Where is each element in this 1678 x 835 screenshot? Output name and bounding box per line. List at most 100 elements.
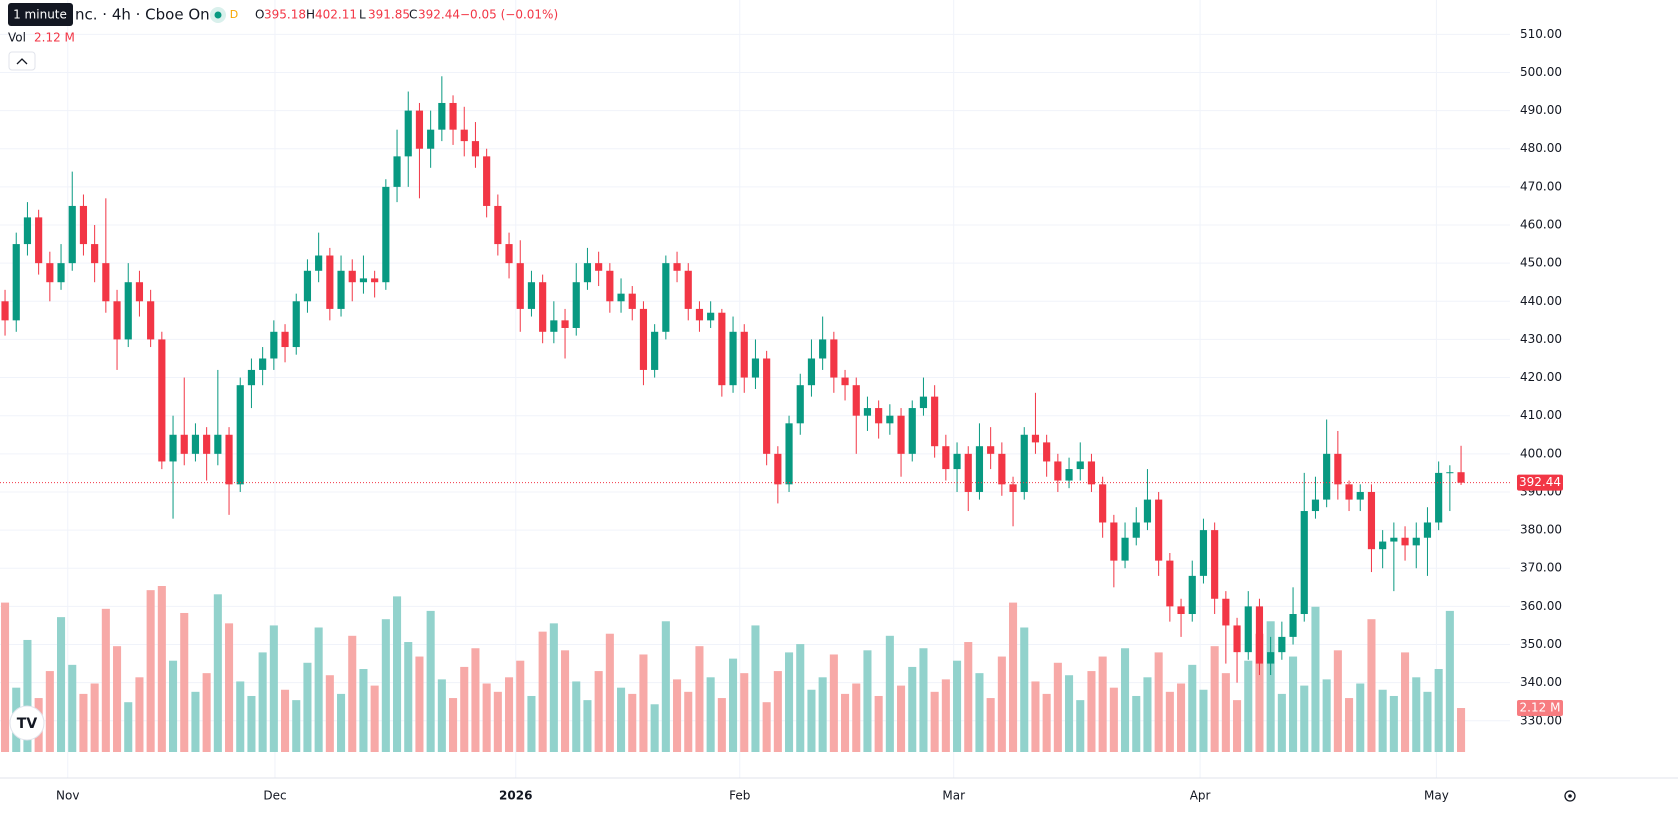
candle-body <box>158 339 166 462</box>
candle-body <box>494 205 502 245</box>
volume-bar <box>986 698 995 752</box>
volume-bar <box>1266 621 1275 752</box>
candle-body <box>1087 461 1096 485</box>
candle-body <box>796 385 804 424</box>
candle-body <box>1155 499 1163 561</box>
volume-bar <box>1121 648 1130 752</box>
y-tick-label: 450.00 <box>1520 256 1562 270</box>
candle-body <box>1446 472 1454 474</box>
volume-bar <box>874 695 883 752</box>
status-dot <box>214 11 222 19</box>
candle-body <box>1390 537 1398 542</box>
volume-bar <box>303 662 312 752</box>
volume-bar <box>493 691 502 752</box>
candle-body <box>247 369 256 386</box>
volume-bar <box>1423 691 1432 752</box>
volume-bar <box>1233 700 1242 752</box>
y-tick-label: 430.00 <box>1520 332 1562 346</box>
candle-body <box>68 205 76 264</box>
candle-body <box>326 255 334 309</box>
candle-body <box>919 396 928 409</box>
x-tick-label: Mar <box>942 789 965 803</box>
volume-bar <box>1367 619 1376 752</box>
settings-icon[interactable] <box>1564 790 1576 802</box>
ohlc-key: H <box>306 8 315 22</box>
volume-bar <box>90 683 99 752</box>
candle-body <box>1009 484 1017 492</box>
volume-bar <box>1143 677 1152 752</box>
y-tick-label: 480.00 <box>1520 141 1562 155</box>
candle-body <box>225 434 233 485</box>
volume-bar <box>337 693 346 752</box>
candle-body <box>1121 537 1129 561</box>
volume-bar <box>393 596 402 752</box>
x-tick-label: Nov <box>56 789 79 803</box>
y-tick-label: 360.00 <box>1520 599 1562 613</box>
candle-body <box>729 331 737 386</box>
candle-body <box>1379 541 1387 550</box>
candle-body <box>1435 472 1443 523</box>
y-tick-label: 350.00 <box>1520 637 1562 651</box>
candle-body <box>673 263 681 271</box>
x-tick-label: 2026 <box>499 789 532 803</box>
volume-bar <box>695 646 704 752</box>
y-tick-label: 400.00 <box>1520 446 1562 460</box>
y-tick-label: 420.00 <box>1520 370 1562 384</box>
candle-body <box>1065 469 1073 481</box>
volume-bar <box>426 610 435 752</box>
candle-body <box>785 423 793 485</box>
candle-body <box>23 217 32 245</box>
candle-body <box>79 205 88 245</box>
volume-bar <box>135 677 144 752</box>
volume-bar <box>169 660 178 752</box>
candle-body <box>91 244 99 264</box>
volume-bar <box>1199 689 1208 752</box>
collapse-button[interactable] <box>8 51 36 71</box>
volume-bar <box>841 693 850 752</box>
volume-bar <box>997 656 1006 752</box>
volume-bar <box>1412 677 1421 752</box>
volume-bar <box>79 693 88 752</box>
candle-body <box>1323 453 1331 500</box>
candle-body <box>270 331 278 359</box>
volume-bar <box>930 691 939 752</box>
candle-body <box>964 453 972 492</box>
volume-bar <box>684 691 693 752</box>
candle-body <box>169 434 177 462</box>
candle-body <box>1188 575 1196 615</box>
volume-bar <box>1255 633 1264 752</box>
candle-body <box>863 408 872 416</box>
volume-bar <box>964 642 973 752</box>
volume-bar <box>1065 675 1074 752</box>
volume-bar <box>538 631 547 752</box>
volume-bar <box>594 671 603 752</box>
candle-body <box>303 270 312 302</box>
tv-logo: TV <box>9 705 45 741</box>
volume-tag <box>1517 700 1563 717</box>
candle-body <box>774 453 782 485</box>
y-tick-label: 330.00 <box>1520 713 1562 727</box>
y-tick-label: 380.00 <box>1520 523 1562 537</box>
candle-body <box>1054 461 1062 481</box>
last-price-label: 392.44 <box>1519 475 1561 489</box>
candle-body <box>1166 560 1174 607</box>
candle-body <box>527 282 536 309</box>
volume-bar <box>919 648 928 752</box>
candle-body <box>852 385 860 416</box>
x-tick-label: Apr <box>1190 789 1211 803</box>
volume-bar <box>1020 627 1029 752</box>
candle-body <box>606 270 614 302</box>
candle-body <box>35 217 43 264</box>
volume-bar <box>471 648 480 752</box>
ohlc-value: 391.85 <box>368 8 410 22</box>
candle-body <box>359 278 368 283</box>
volume-bar <box>146 590 155 752</box>
volume-bar <box>482 683 491 752</box>
candle-body <box>203 434 211 454</box>
candle-body <box>751 358 760 378</box>
volume-bar <box>258 652 267 752</box>
candle-body <box>259 358 267 370</box>
candle-body <box>449 102 457 130</box>
volume-bar <box>1277 693 1286 752</box>
y-tick-label: 340.00 <box>1520 675 1562 689</box>
